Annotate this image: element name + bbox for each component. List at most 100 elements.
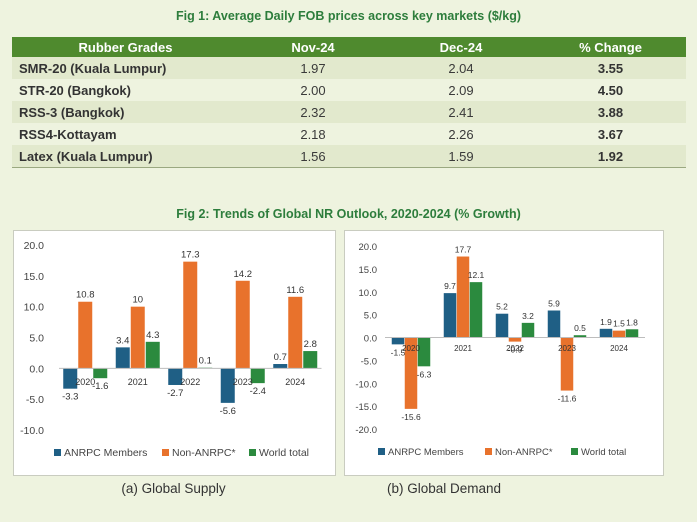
bar-world-total — [625, 329, 639, 338]
data-label: -11.6 — [558, 394, 577, 404]
data-label: -15.6 — [401, 412, 421, 422]
x-tick-label: 2022 — [180, 377, 200, 387]
data-label: 12.1 — [468, 270, 485, 280]
data-label: -0.9 — [508, 345, 523, 355]
table-row: RSS-3 (Bangkok) 2.32 2.41 3.88 — [12, 101, 686, 123]
legend-label-world-total: World total — [581, 447, 626, 458]
x-tick-label: 2023 — [233, 377, 253, 387]
x-tick-label: 2022 — [506, 344, 524, 353]
bar-non-anrpc — [612, 330, 626, 338]
dec-cell: 1.59 — [387, 145, 535, 168]
fig2-title: Fig 2: Trends of Global NR Outlook, 2020… — [176, 207, 521, 221]
global-demand-plot: 20.0 15.0 10.0 5.0 0.0 -5.0 -10.0 -15.0 -20.0 -1.… — [355, 242, 645, 458]
legend-swatch-anrpc — [54, 449, 61, 456]
legend-swatch-non-anrpc — [162, 449, 169, 456]
bar-non-anrpc — [288, 296, 303, 369]
y-tick-label: -5.0 — [361, 356, 377, 367]
col-header-dec: Dec-24 — [387, 37, 535, 57]
bar-world-total — [521, 322, 535, 338]
legend-label-non-anrpc: Non-ANRPC* — [172, 447, 236, 459]
y-tick-label: -10.0 — [355, 379, 377, 390]
table-row: Latex (Kuala Lumpur) 1.56 1.59 1.92 — [12, 145, 686, 168]
dec-cell: 2.41 — [387, 101, 535, 123]
x-tick-label: 2021 — [454, 344, 472, 353]
data-label: 17.3 — [181, 250, 200, 261]
dec-cell: 2.04 — [387, 57, 535, 79]
legend-label-non-anrpc: Non-ANRPC* — [495, 447, 553, 458]
y-tick-label: -10.0 — [20, 425, 44, 437]
x-tick-label: 2024 — [610, 344, 628, 353]
legend-swatch-world-total — [249, 449, 256, 456]
grade-cell: SMR-20 (Kuala Lumpur) — [12, 57, 239, 79]
bar-world-total — [469, 282, 483, 338]
data-label: 17.7 — [455, 245, 472, 255]
table-row: SMR-20 (Kuala Lumpur) 1.97 2.04 3.55 — [12, 57, 686, 79]
y-tick-label: 0.0 — [364, 334, 377, 345]
table-row: RSS4-Kottayam 2.18 2.26 3.67 — [12, 123, 686, 145]
data-label: 5.9 — [548, 299, 560, 309]
dec-cell: 2.26 — [387, 123, 535, 145]
y-tick-label: 15.0 — [359, 265, 378, 276]
grade-cell: Latex (Kuala Lumpur) — [12, 145, 239, 168]
bar-world-total — [573, 335, 587, 338]
bar-non-anrpc — [78, 301, 93, 369]
bar-anrpc — [599, 328, 613, 338]
change-cell: 3.55 — [535, 57, 686, 79]
data-label: 5.2 — [496, 302, 508, 312]
data-label: 1.5 — [613, 319, 625, 329]
bar-anrpc — [391, 337, 405, 345]
y-tick-label: 5.0 — [364, 311, 377, 322]
bar-non-anrpc — [130, 306, 145, 369]
legend-label-anrpc: ANRPC Members — [64, 447, 147, 459]
bar-anrpc — [443, 293, 457, 338]
data-label: 10.8 — [76, 290, 95, 301]
bar-non-anrpc — [560, 337, 574, 391]
data-label: 1.8 — [626, 317, 638, 327]
y-tick-label: 20.0 — [24, 240, 45, 252]
bar-anrpc — [115, 347, 130, 369]
data-label: -5.6 — [220, 406, 236, 417]
bar-non-anrpc — [235, 280, 250, 369]
col-header-change: % Change — [535, 37, 686, 57]
data-label: 10 — [132, 295, 143, 306]
global-supply-plot: 20.015.010.05.00.0-5.0-10.0-3.310.8-1.62… — [20, 240, 322, 459]
change-cell: 4.50 — [535, 79, 686, 101]
data-label: 1.9 — [600, 317, 612, 327]
y-tick-label: 20.0 — [359, 242, 378, 253]
x-tick-label: 2023 — [558, 344, 576, 353]
col-header-grade: Rubber Grades — [12, 37, 239, 57]
fig1-title: Fig 1: Average Daily FOB prices across k… — [175, 9, 522, 23]
y-tick-label: 0.0 — [29, 363, 44, 375]
data-label: 9.7 — [444, 281, 456, 291]
bar-world-total — [417, 337, 431, 367]
y-tick-label: 5.0 — [29, 333, 44, 345]
y-tick-label: 10.0 — [359, 288, 378, 299]
grade-cell: RSS4-Kottayam — [12, 123, 239, 145]
nov-cell: 2.18 — [239, 123, 387, 145]
nov-cell: 2.32 — [239, 101, 387, 123]
y-tick-label: -20.0 — [355, 425, 377, 436]
grade-cell: STR-20 (Bangkok) — [12, 79, 239, 101]
bar-non-anrpc — [456, 256, 470, 338]
bar-non-anrpc — [508, 337, 522, 342]
legend-swatch-anrpc — [378, 448, 385, 455]
y-tick-label: -5.0 — [26, 394, 44, 406]
bar-world-total — [93, 368, 108, 379]
grade-cell: RSS-3 (Bangkok) — [12, 101, 239, 123]
y-tick-label: -15.0 — [355, 402, 377, 413]
data-label: -3.3 — [62, 392, 78, 403]
y-tick-label: 10.0 — [24, 302, 45, 314]
table-header-row: Rubber Grades Nov-24 Dec-24 % Change — [12, 37, 686, 57]
change-cell: 3.67 — [535, 123, 686, 145]
table-row: STR-20 (Bangkok) 2.00 2.09 4.50 — [12, 79, 686, 101]
x-tick-label: 2024 — [285, 377, 305, 387]
bar-anrpc — [273, 364, 288, 369]
x-tick-label: 2020 — [75, 377, 95, 387]
y-tick-label: 15.0 — [24, 271, 45, 283]
bar-non-anrpc — [183, 261, 198, 369]
data-label: 11.6 — [286, 285, 304, 296]
bar-world-total — [303, 351, 318, 369]
change-cell: 3.88 — [535, 101, 686, 123]
x-tick-label: 2020 — [402, 344, 420, 353]
legend-swatch-non-anrpc — [485, 448, 492, 455]
